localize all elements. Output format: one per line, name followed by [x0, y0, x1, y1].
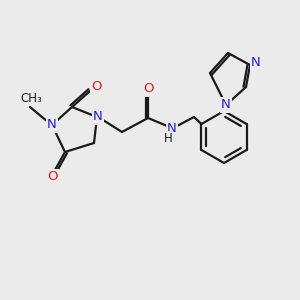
Text: N: N	[221, 98, 231, 112]
Text: H: H	[164, 131, 172, 145]
Text: N: N	[251, 56, 261, 70]
Text: N: N	[167, 122, 177, 134]
Text: N: N	[93, 110, 103, 124]
Text: O: O	[91, 80, 101, 92]
Text: O: O	[143, 82, 153, 95]
Text: N: N	[47, 118, 57, 131]
Text: CH₃: CH₃	[20, 92, 42, 104]
Text: O: O	[48, 170, 58, 184]
